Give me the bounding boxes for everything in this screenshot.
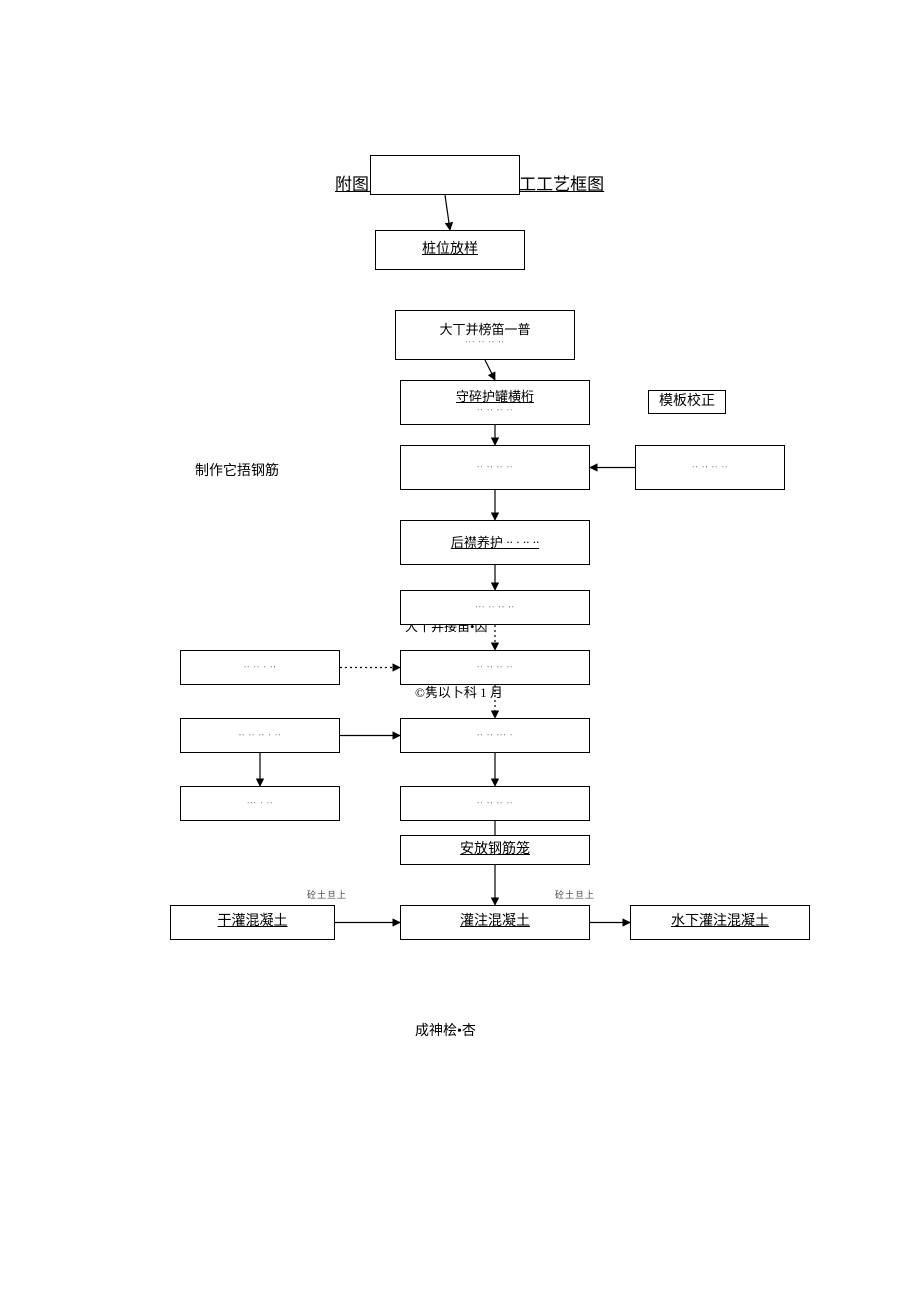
node-n_b: 守碎护罐横桁ᐧᐧ ᐧᐧ ᐧᐧ ᐧᐧ — [400, 380, 590, 425]
node-n_c: ᐧᐧ ᐧᐧ ᐧᐧ ᐧᐧ — [400, 445, 590, 490]
label-left-note: 制作它捂钢筋 — [195, 460, 279, 480]
label-branch-left: 砼土旦上 — [307, 888, 347, 901]
node-n_a: 大丅并榜笛一普ᐧᐧᐧ ᐧᐧ ᐧᐧ ᐧᐧ — [395, 310, 575, 360]
label-branch-right: 砼土旦上 — [555, 888, 595, 901]
node-n_cage: 安放钢筋笼 — [400, 835, 590, 865]
node-n_e: ᐧᐧᐧ ᐧᐧ ᐧᐧ ᐧᐧ — [400, 590, 590, 625]
node-n_h: ᐧᐧ ᐧᐧ ᐧᐧ ᐧᐧ — [400, 786, 590, 821]
node-n_l2: ᐧᐧ ᐧᐧ ᐧᐧ ᐧ ᐧᐧ — [180, 718, 340, 753]
node-n_out_r: 水下灌注混凝土 — [630, 905, 810, 940]
node-n_g: ᐧᐧ ᐧᐧ ᐧᐧᐧ ᐧ — [400, 718, 590, 753]
node-n_right: ᐧᐧ ᐧᐧ ᐧᐧ ᐧᐧ — [635, 445, 785, 490]
node-n_l1: ᐧᐧ ᐧᐧ ᐧ ᐧᐧ — [180, 650, 340, 685]
node-n_pos: 桩位放样 — [375, 230, 525, 270]
node-n_top — [370, 155, 520, 195]
label-footer: 成神桧•杏 — [415, 1020, 476, 1040]
node-n_f: ᐧᐧ ᐧᐧ ᐧᐧ ᐧᐧ — [400, 650, 590, 685]
node-n_d: 后襟养护 ᐧᐧ ᐧ ᐧᐧ ᐧᐧ — [400, 520, 590, 565]
node-n_out_l: 干灌混凝土 — [170, 905, 335, 940]
node-n_l3: ᐧᐧᐧ ᐧ ᐧᐧ — [180, 786, 340, 821]
node-n_out_m: 灌注混凝土 — [400, 905, 590, 940]
label-right-note-box: 模板校正 — [648, 390, 726, 414]
label-right-note: 模板校正 — [659, 394, 715, 411]
